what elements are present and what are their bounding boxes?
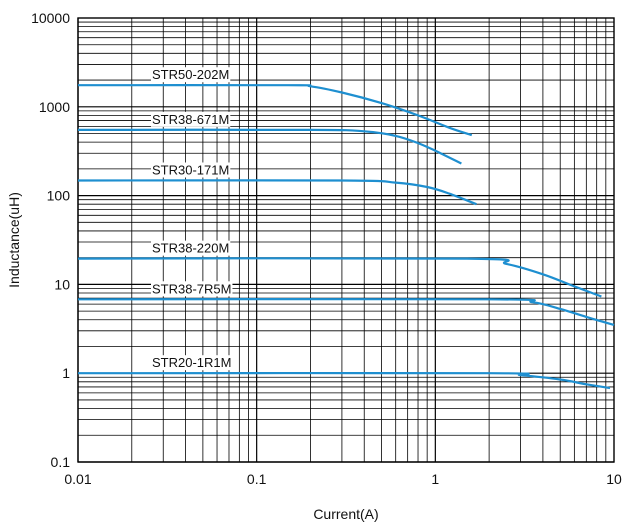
series-lines: [77, 84, 615, 390]
y-tick-label: 0.1: [51, 454, 71, 470]
y-tick-label: 10: [54, 276, 70, 292]
series-label-background: [151, 281, 233, 297]
x-axis-label: Current(A): [313, 506, 378, 522]
series-label-background: [151, 67, 231, 83]
plot-frame: [77, 17, 615, 463]
series-label: STR30-171M: [152, 162, 229, 177]
x-tick-label: 0.01: [64, 471, 91, 487]
series-labels: STR50-202M STR38-671M STR30-171M STR38-220M…: [151, 67, 233, 371]
y-tick-label: 1: [62, 365, 70, 381]
series-label-background: [151, 162, 231, 178]
series-label: STR50-202M: [152, 67, 229, 82]
series-label-background: [151, 240, 231, 256]
series-line: [77, 84, 473, 137]
series-label: STR38-220M: [152, 241, 229, 256]
series-line: [77, 257, 602, 298]
x-tick-label: 10: [606, 471, 622, 487]
y-tick-label: 1000: [39, 99, 70, 115]
series-label: STR38-7R5M: [152, 281, 231, 296]
series-line: [77, 179, 477, 206]
y-axis-label: Inductance(uH): [6, 192, 22, 288]
y-tick-label: 100: [47, 188, 71, 204]
series-label-background: [151, 355, 233, 371]
series-line: [77, 128, 462, 165]
series-label: STR38-671M: [152, 112, 229, 127]
y-tick-label: 10000: [31, 10, 70, 26]
x-tick-labels: 0.01 0.1 1 10: [64, 471, 622, 487]
y-tick-labels: 0.1 1 10 100 1000 10000: [31, 10, 70, 470]
x-tick-label: 0.1: [247, 471, 267, 487]
series-line: [77, 297, 615, 326]
series-label-background: [151, 111, 231, 127]
series-label: STR20-1R1M: [152, 355, 231, 370]
x-tick-label: 1: [431, 471, 439, 487]
series-line: [77, 371, 611, 390]
